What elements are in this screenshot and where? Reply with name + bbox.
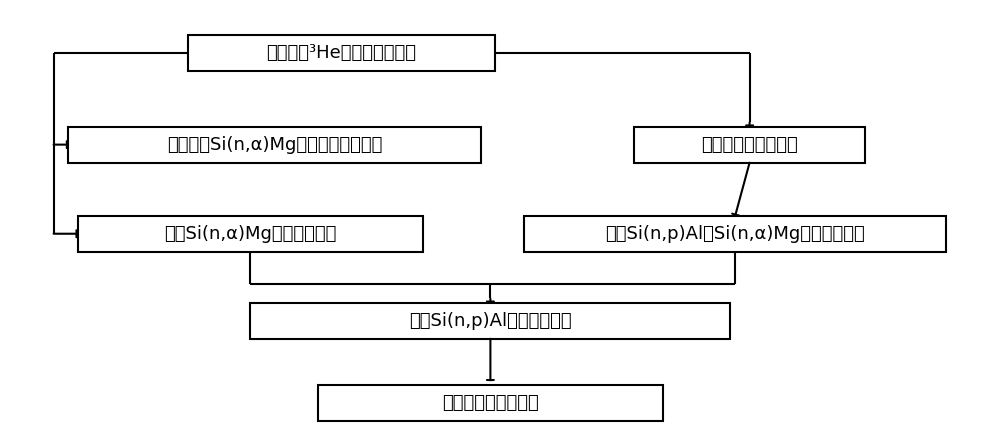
Text: 模拟计算大致中子谱: 模拟计算大致中子谱 xyxy=(701,136,798,154)
Bar xyxy=(78,216,423,252)
Text: 探测器充³He气体测量中子谱: 探测器充³He气体测量中子谱 xyxy=(267,44,417,62)
Text: 完成Si(n,p)Al符合事件甄别: 完成Si(n,p)Al符合事件甄别 xyxy=(409,312,572,330)
Bar xyxy=(188,35,495,72)
Bar xyxy=(318,385,663,422)
Bar xyxy=(524,216,946,252)
Text: 计算得出Si(n,α)Mg符合事件甄别依据: 计算得出Si(n,α)Mg符合事件甄别依据 xyxy=(167,136,382,154)
Bar xyxy=(68,126,481,163)
Text: 完成Si(n,α)Mg符合事件甄别: 完成Si(n,α)Mg符合事件甄别 xyxy=(164,225,337,243)
Bar xyxy=(250,303,730,339)
Bar xyxy=(634,126,865,163)
Text: 计算Si(n,p)Al、Si(n,α)Mg符合计数比值: 计算Si(n,p)Al、Si(n,α)Mg符合计数比值 xyxy=(605,225,865,243)
Text: 处理数据得出中子谱: 处理数据得出中子谱 xyxy=(442,394,539,412)
